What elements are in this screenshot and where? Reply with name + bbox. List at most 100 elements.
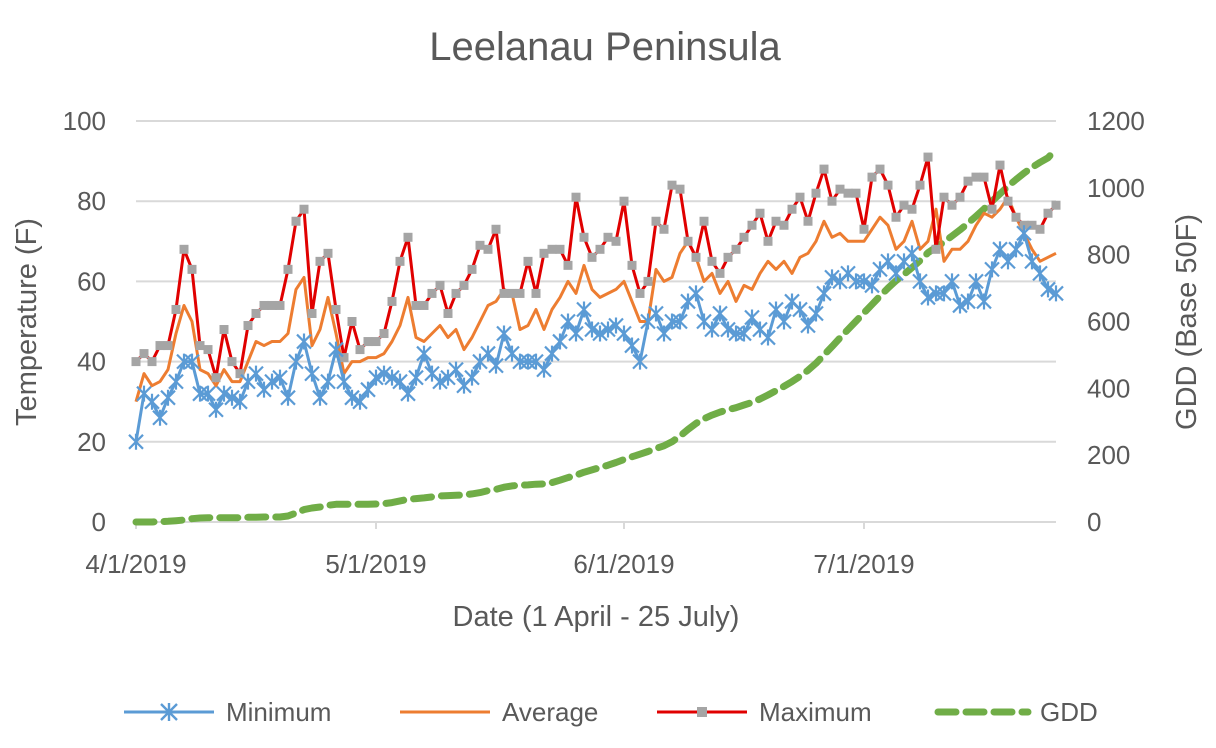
data-point-minimum <box>856 273 872 290</box>
data-point-maximum <box>339 353 349 363</box>
data-point-maximum <box>283 264 293 274</box>
legend-label: Minimum <box>226 697 331 727</box>
data-point-minimum <box>408 369 424 386</box>
data-point-minimum <box>592 325 608 342</box>
data-point-minimum <box>232 393 248 410</box>
data-point-minimum <box>536 361 552 378</box>
data-point-minimum <box>920 289 936 306</box>
data-point-minimum <box>400 385 416 402</box>
y-tick-label: 100 <box>63 106 106 136</box>
y2-tick-label: 400 <box>1087 373 1130 403</box>
data-point-maximum <box>683 236 693 246</box>
data-point-minimum <box>552 333 568 350</box>
data-point-maximum <box>627 260 637 270</box>
data-point-maximum <box>331 304 341 314</box>
data-point-maximum <box>443 308 453 318</box>
data-point-maximum <box>659 224 669 234</box>
data-point-minimum <box>448 361 464 378</box>
series-maximum <box>131 152 1061 383</box>
data-point-minimum <box>304 365 320 382</box>
data-point-maximum <box>315 256 325 266</box>
data-point-minimum <box>336 373 352 390</box>
data-point-minimum <box>1032 265 1048 282</box>
data-point-maximum <box>675 184 685 194</box>
data-point-maximum <box>379 329 389 339</box>
data-point-minimum <box>976 293 992 310</box>
data-point-minimum <box>560 313 576 330</box>
data-point-maximum <box>259 300 269 310</box>
data-point-maximum <box>667 180 677 190</box>
y2-tick-label: 1000 <box>1087 173 1145 203</box>
data-point-maximum <box>243 321 253 331</box>
data-point-maximum <box>947 200 957 210</box>
data-point-maximum <box>1035 224 1045 234</box>
data-point-maximum <box>155 341 165 351</box>
series-line-average <box>134 195 1057 403</box>
data-point-maximum <box>507 288 517 298</box>
data-point-maximum <box>539 248 549 258</box>
data-point-maximum <box>395 256 405 266</box>
legend-label: Average <box>502 697 598 727</box>
data-point-maximum <box>931 244 941 254</box>
data-point-maximum <box>427 288 437 298</box>
data-point-minimum <box>488 357 504 374</box>
data-point-maximum <box>363 337 373 347</box>
data-point-minimum <box>904 245 920 262</box>
data-point-minimum <box>760 329 776 346</box>
y-axis-title: Temperature (F) <box>11 218 43 426</box>
data-point-minimum <box>216 385 232 402</box>
data-point-minimum <box>880 253 896 270</box>
legend-marker <box>160 703 178 721</box>
y2-tick-label: 0 <box>1087 507 1101 537</box>
data-point-minimum <box>280 389 296 406</box>
x-axis-ticks: 4/1/2019 5/1/2019 6/1/2019 7/1/2019 <box>85 522 915 579</box>
data-point-maximum <box>787 204 797 214</box>
data-point-minimum <box>544 345 560 362</box>
data-point-maximum <box>563 260 573 270</box>
data-point-maximum <box>499 288 509 298</box>
data-point-maximum <box>707 256 717 266</box>
data-point-minimum <box>672 313 688 330</box>
data-point-maximum <box>291 216 301 226</box>
y-tick-label: 80 <box>77 186 106 216</box>
data-point-minimum <box>288 353 304 370</box>
data-point-minimum <box>632 353 648 370</box>
x-tick-label: 4/1/2019 <box>85 549 186 579</box>
data-point-maximum <box>571 192 581 202</box>
data-point-maximum <box>1011 212 1021 222</box>
data-point-maximum <box>883 180 893 190</box>
data-point-maximum <box>803 216 813 226</box>
data-point-maximum <box>771 216 781 226</box>
y2-tick-label: 600 <box>1087 307 1130 337</box>
data-point-minimum <box>600 321 616 338</box>
data-point-minimum <box>160 389 176 406</box>
data-point-maximum <box>691 252 701 262</box>
data-point-minimum <box>744 309 760 326</box>
data-point-minimum <box>584 321 600 338</box>
data-point-minimum <box>624 337 640 354</box>
data-point-maximum <box>643 276 653 286</box>
data-point-minimum <box>1000 253 1016 270</box>
data-point-maximum <box>435 280 445 290</box>
data-point-maximum <box>779 220 789 230</box>
data-point-minimum <box>808 305 824 322</box>
data-point-minimum <box>272 369 288 386</box>
data-point-maximum <box>1019 220 1029 230</box>
data-point-minimum <box>1048 285 1064 302</box>
data-point-maximum <box>979 172 989 182</box>
data-point-maximum <box>1027 220 1037 230</box>
data-point-minimum <box>296 333 312 350</box>
y2-tick-label: 800 <box>1087 240 1130 270</box>
data-point-maximum <box>147 357 157 367</box>
data-point-maximum <box>275 300 285 310</box>
data-point-maximum <box>955 192 965 202</box>
data-point-maximum <box>227 357 237 367</box>
data-point-maximum <box>715 268 725 278</box>
data-point-maximum <box>371 337 381 347</box>
data-point-minimum <box>432 373 448 390</box>
data-point-maximum <box>971 172 981 182</box>
data-point-minimum <box>208 401 224 418</box>
data-point-maximum <box>987 204 997 214</box>
data-point-maximum <box>763 236 773 246</box>
